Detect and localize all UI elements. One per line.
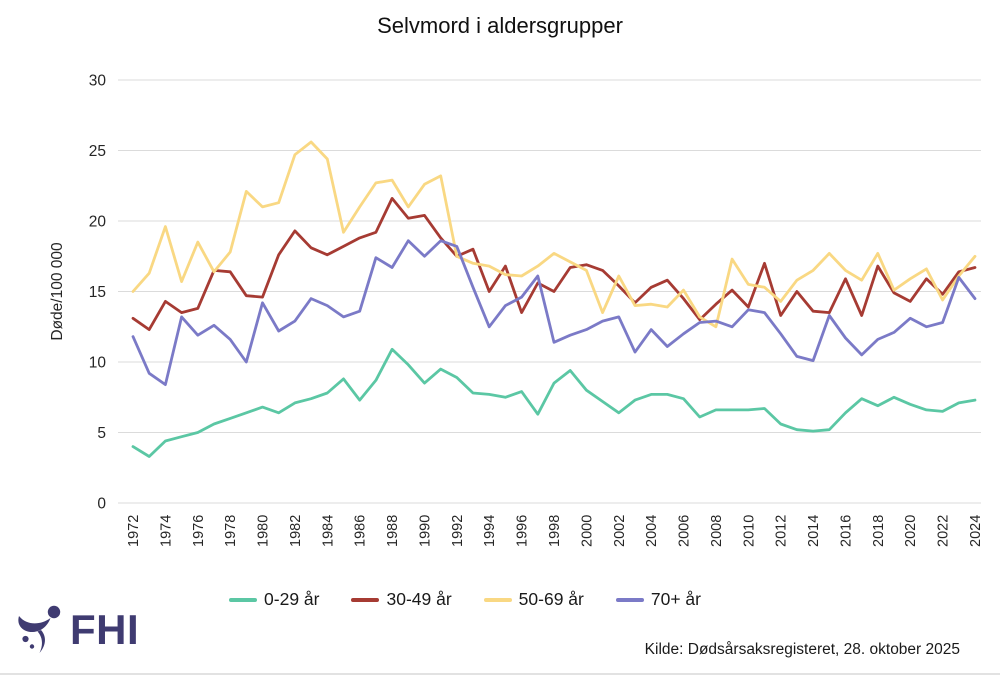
- x-tick-label-1998: 1998: [547, 515, 563, 547]
- x-tick-label-2018: 2018: [871, 515, 887, 547]
- legend-label: 30-49 år: [386, 589, 452, 609]
- legend: 0-29 år 30-49 år 50-69 år 70+ år: [0, 589, 1000, 610]
- legend-swatch: [615, 597, 644, 602]
- page-title: Selvmord i aldersgrupper: [377, 13, 623, 38]
- legend-item-30-49[interactable]: 30-49 år: [351, 589, 452, 610]
- y-axis-tick-labels: 0 5 10 15 20 25 30: [89, 73, 107, 513]
- x-tick-label-1996: 1996: [515, 515, 531, 547]
- x-tick-label-1974: 1974: [158, 515, 174, 547]
- x-tick-label-1972: 1972: [126, 515, 142, 547]
- x-tick-label-1976: 1976: [191, 515, 207, 547]
- fhi-logo-icon: [18, 605, 61, 653]
- x-tick-label-2010: 2010: [741, 515, 757, 547]
- y-tick-label-30: 30: [89, 73, 107, 90]
- x-tick-label-2008: 2008: [709, 515, 725, 547]
- y-tick-label-5: 5: [97, 425, 106, 442]
- series-lines: [131, 140, 977, 458]
- legend-swatch: [351, 597, 380, 602]
- legend-label: 0-29 år: [264, 589, 320, 609]
- y-tick-label-20: 20: [89, 214, 107, 231]
- y-tick-label-0: 0: [97, 496, 106, 513]
- x-tick-label-2024: 2024: [968, 515, 984, 547]
- x-tick-label-2016: 2016: [838, 515, 854, 547]
- x-axis-tick-labels: 1972 1974 1976 1978 1980 1982 1984 1986 1988 1990…: [126, 515, 984, 547]
- x-tick-label-2006: 2006: [677, 515, 693, 547]
- x-tick-label-2000: 2000: [579, 515, 595, 547]
- x-tick-label-2022: 2022: [936, 515, 952, 547]
- x-tick-label-1980: 1980: [256, 515, 272, 547]
- series-line-70plus: [131, 239, 977, 387]
- legend-item-70plus[interactable]: 70+ år: [615, 589, 701, 610]
- fhi-logo: FHI: [16, 603, 139, 657]
- x-tick-label-1988: 1988: [385, 515, 401, 547]
- fhi-logo-text: FHI: [70, 606, 140, 653]
- x-tick-label-1986: 1986: [353, 515, 369, 547]
- x-tick-label-2004: 2004: [644, 515, 660, 547]
- x-tick-label-1978: 1978: [223, 515, 239, 547]
- y-axis-title: Døde/100 000: [49, 242, 66, 341]
- x-tick-label-1990: 1990: [417, 515, 433, 547]
- x-tick-label-1984: 1984: [320, 515, 336, 547]
- y-tick-label-15: 15: [89, 284, 106, 301]
- y-tick-label-10: 10: [89, 355, 107, 372]
- x-tick-label-2014: 2014: [806, 515, 822, 547]
- legend-label: 50-69 år: [518, 589, 584, 609]
- source-text: Kilde: Dødsårsaksregisteret, 28. oktober…: [644, 641, 960, 658]
- x-tick-label-1982: 1982: [288, 515, 304, 547]
- series-line-30-49: [131, 196, 977, 332]
- series-line-0-29: [131, 347, 977, 458]
- legend-item-50-69[interactable]: 50-69 år: [483, 589, 584, 610]
- x-tick-label-1994: 1994: [482, 515, 498, 547]
- legend-item-0-29[interactable]: 0-29 år: [229, 589, 319, 610]
- y-tick-label-25: 25: [89, 143, 106, 160]
- x-tick-label-2002: 2002: [612, 515, 628, 547]
- legend-swatch: [229, 597, 258, 602]
- legend-label: 70+ år: [650, 589, 701, 609]
- legend-swatch: [483, 597, 512, 602]
- series-line-50-69: [131, 140, 977, 329]
- gridlines: [118, 79, 981, 504]
- x-tick-label-1992: 1992: [450, 515, 466, 547]
- x-tick-label-2020: 2020: [903, 515, 919, 547]
- x-tick-label-2012: 2012: [774, 515, 790, 547]
